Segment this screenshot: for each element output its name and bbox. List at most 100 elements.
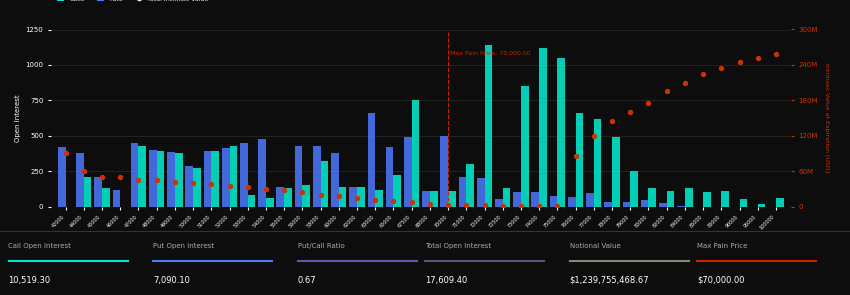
- Point: [77, 169, 91, 173]
- Point: [368, 198, 382, 202]
- Bar: [666, 191, 674, 206]
- Text: 17,609.40: 17,609.40: [425, 276, 468, 285]
- Bar: [76, 153, 84, 206]
- Point: [168, 179, 182, 184]
- Point: [715, 65, 728, 70]
- Bar: [539, 48, 547, 206]
- Point: [478, 203, 491, 208]
- Bar: [641, 200, 649, 206]
- Point: [514, 204, 528, 208]
- Point: [259, 186, 273, 191]
- Bar: [484, 45, 492, 206]
- Bar: [276, 187, 284, 206]
- Bar: [467, 164, 474, 206]
- Text: 10,519.30: 10,519.30: [8, 276, 51, 285]
- Bar: [149, 150, 156, 206]
- Point: [332, 194, 346, 199]
- Bar: [703, 192, 711, 206]
- Bar: [612, 137, 620, 206]
- Bar: [94, 177, 102, 206]
- Text: Notional Value: Notional Value: [570, 243, 620, 249]
- Bar: [139, 146, 146, 206]
- Y-axis label: Intrinsec Value at Expiration [USD]: Intrinsec Value at Expiration [USD]: [824, 63, 829, 173]
- Bar: [568, 197, 575, 206]
- Bar: [448, 191, 456, 206]
- Bar: [740, 199, 747, 206]
- Bar: [222, 148, 230, 206]
- Point: [405, 200, 418, 205]
- Text: 7,090.10: 7,090.10: [153, 276, 190, 285]
- Point: [551, 204, 564, 209]
- Bar: [295, 146, 303, 206]
- Bar: [58, 147, 65, 206]
- Bar: [422, 191, 430, 206]
- Point: [751, 55, 764, 60]
- Bar: [102, 188, 110, 206]
- Text: $1,239,755,468.67: $1,239,755,468.67: [570, 276, 649, 285]
- Bar: [594, 119, 602, 206]
- Point: [387, 199, 400, 204]
- Bar: [386, 147, 394, 206]
- Text: $70,000.00: $70,000.00: [697, 276, 745, 285]
- Text: Put/Call Ratio: Put/Call Ratio: [298, 243, 344, 249]
- Bar: [349, 187, 357, 206]
- Bar: [339, 187, 347, 206]
- Point: [441, 202, 455, 207]
- Bar: [649, 188, 656, 206]
- Bar: [776, 198, 784, 206]
- Point: [623, 110, 637, 114]
- Bar: [513, 192, 521, 206]
- Bar: [440, 136, 448, 206]
- Text: Total Open Interest: Total Open Interest: [425, 243, 491, 249]
- Text: 0.67: 0.67: [298, 276, 316, 285]
- Point: [569, 154, 582, 159]
- Bar: [477, 178, 484, 206]
- Bar: [495, 199, 502, 206]
- Bar: [313, 146, 320, 206]
- Legend: Calls, Puts, Total Intrinsic Value: Calls, Puts, Total Intrinsic Value: [54, 0, 212, 4]
- Bar: [630, 171, 638, 206]
- Point: [696, 71, 710, 76]
- Bar: [375, 189, 383, 206]
- Point: [95, 175, 109, 179]
- Point: [113, 175, 127, 179]
- Bar: [204, 150, 212, 206]
- Bar: [521, 86, 529, 206]
- Bar: [558, 58, 565, 206]
- Point: [350, 196, 364, 201]
- Bar: [531, 192, 539, 206]
- Bar: [212, 151, 219, 206]
- Bar: [622, 202, 630, 206]
- Bar: [757, 204, 765, 206]
- Bar: [430, 191, 438, 206]
- Bar: [167, 152, 175, 206]
- Point: [59, 151, 72, 156]
- Point: [150, 178, 163, 182]
- Text: Max Pain Price: Max Pain Price: [697, 243, 747, 249]
- Point: [314, 192, 327, 197]
- Point: [642, 101, 655, 106]
- Bar: [185, 166, 193, 206]
- Bar: [175, 153, 183, 206]
- Bar: [659, 203, 666, 206]
- Bar: [394, 175, 401, 206]
- Bar: [284, 188, 292, 206]
- Point: [532, 204, 546, 208]
- Point: [605, 119, 619, 123]
- Bar: [84, 177, 92, 206]
- Bar: [367, 113, 375, 206]
- Bar: [193, 168, 201, 206]
- Bar: [575, 113, 583, 206]
- Bar: [258, 139, 266, 206]
- Bar: [156, 151, 164, 206]
- Text: Max Pain Price: 70,000.00: Max Pain Price: 70,000.00: [450, 51, 530, 56]
- Point: [241, 185, 254, 189]
- Bar: [550, 196, 558, 206]
- Point: [186, 181, 200, 185]
- Bar: [112, 190, 120, 206]
- Bar: [685, 188, 693, 206]
- Text: Put Open Interest: Put Open Interest: [153, 243, 214, 249]
- Point: [223, 183, 236, 188]
- Bar: [247, 195, 255, 206]
- Bar: [303, 185, 310, 206]
